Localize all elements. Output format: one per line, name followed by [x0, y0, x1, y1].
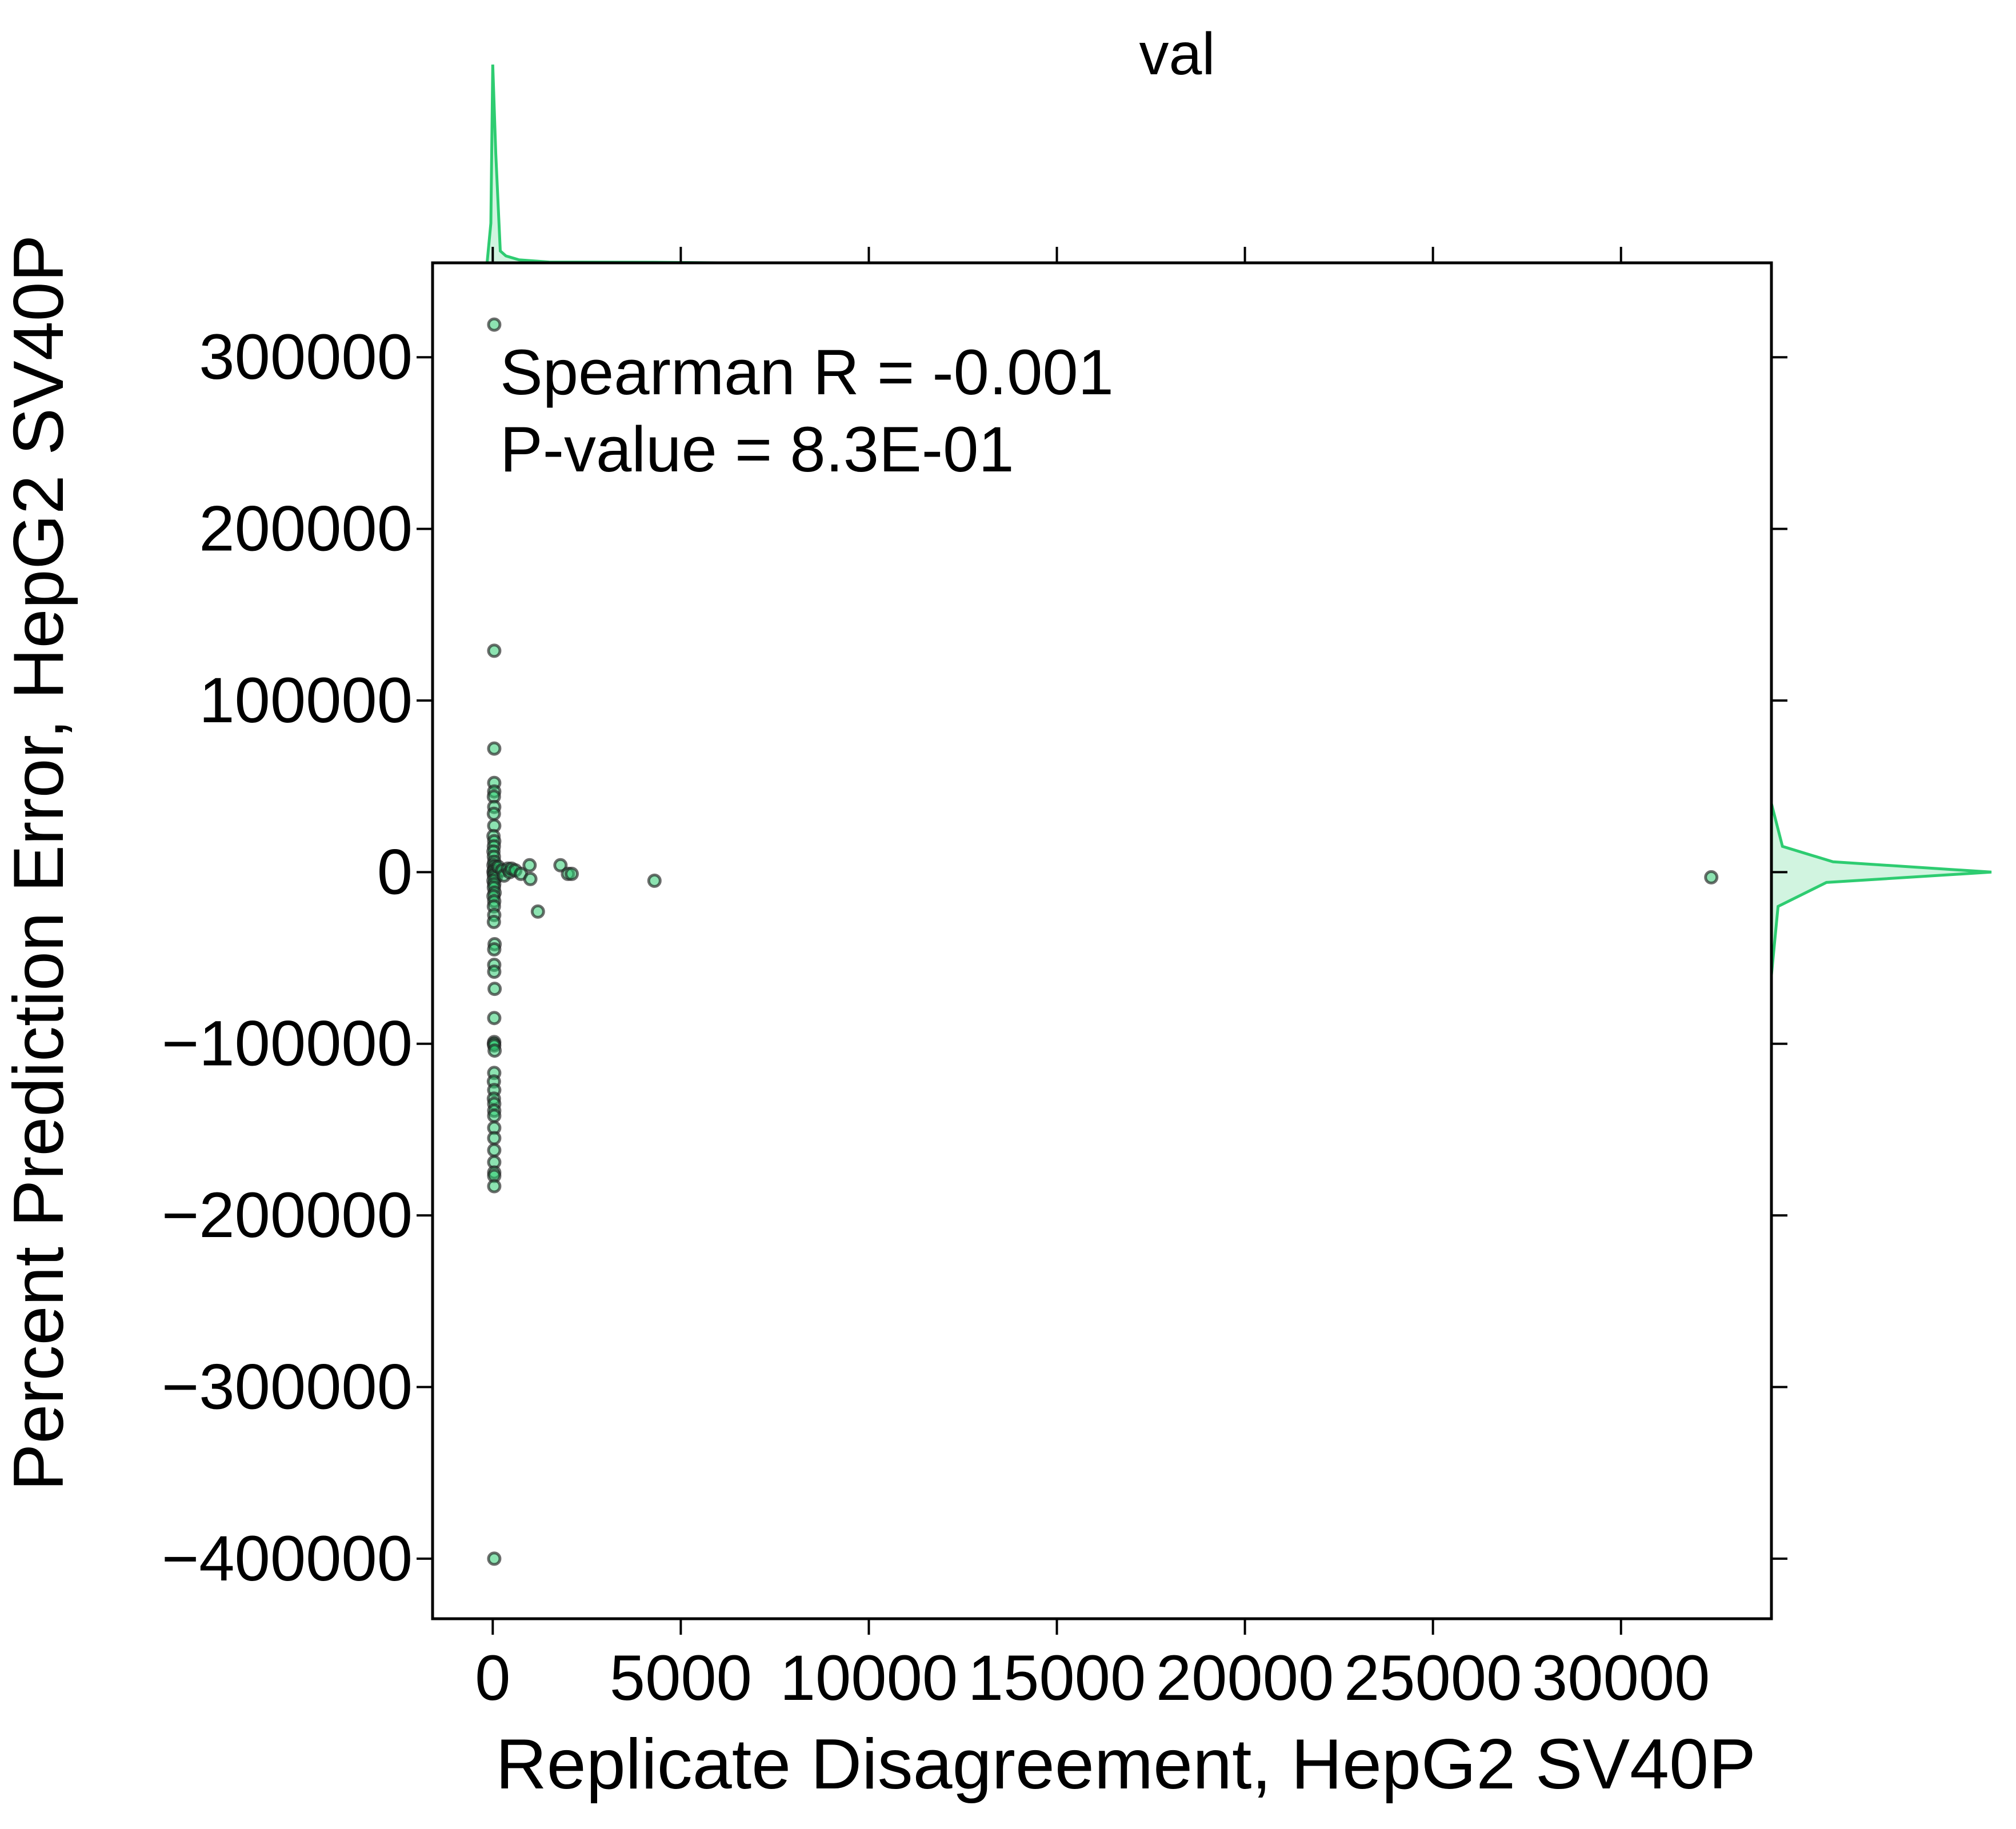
- y-tick-label: 0: [377, 836, 413, 907]
- scatter-point: [486, 806, 501, 821]
- scatter-point: [487, 1551, 502, 1566]
- top-kde-fill: [487, 65, 719, 263]
- y-axis-ticks: 300000 200000 100000 0 −100000 −200000 −300000…: [162, 321, 1787, 1594]
- right-kde-line: [1770, 803, 1992, 975]
- x-tick-label: 20000: [1156, 1642, 1334, 1714]
- y-tick-label: −200000: [162, 1179, 413, 1251]
- top-marginal-kde: [485, 64, 719, 265]
- y-tick-label: 300000: [199, 321, 413, 393]
- scatter-point: [647, 873, 662, 888]
- scatter-point: [530, 904, 545, 919]
- stats-annotation: Spearman R = -0.001: [500, 337, 1114, 408]
- y-tick-label: 200000: [199, 493, 413, 565]
- scatter-point: [553, 858, 568, 873]
- top-kde-line: [485, 64, 719, 265]
- right-marginal-kde: [1770, 803, 1992, 975]
- scatter-point: [487, 1011, 502, 1026]
- x-tick-label: 5000: [610, 1642, 752, 1714]
- scatter-point: [1704, 870, 1719, 885]
- y-axis-label: Percent Prediction Error, HepG2 SV40P: [0, 235, 78, 1491]
- scatter-point: [487, 1043, 502, 1058]
- y-tick-label: −400000: [162, 1523, 413, 1594]
- scatter-point: [487, 964, 502, 979]
- stats-annotation: P-value = 8.3E-01: [500, 414, 1014, 485]
- scatter-point: [487, 942, 502, 956]
- y-tick-label: −300000: [162, 1351, 413, 1422]
- x-tick-label: 10000: [780, 1642, 958, 1714]
- scatter-point: [523, 871, 538, 886]
- x-axis-ticks: 0 5000 10000 15000 20000 25000 30000: [475, 247, 1710, 1714]
- scatter-point: [487, 1131, 502, 1146]
- scatter-point: [487, 317, 502, 332]
- scatter-point: [522, 858, 537, 873]
- x-tick-label: 25000: [1344, 1642, 1522, 1714]
- x-tick-label: 0: [475, 1642, 510, 1714]
- scatter-points: [486, 317, 1719, 1566]
- chart-title: val: [1139, 21, 1215, 87]
- scatter-point: [565, 866, 579, 881]
- scatter-point: [487, 1143, 502, 1158]
- scatter-point: [487, 741, 502, 756]
- scatter-point: [487, 1179, 502, 1194]
- scatter-point: [487, 643, 502, 658]
- x-tick-label: 30000: [1532, 1642, 1710, 1714]
- x-axis-label: Replicate Disagreement, HepG2 SV40P: [495, 1725, 1756, 1804]
- y-tick-label: −100000: [162, 1008, 413, 1079]
- right-kde-fill: [1771, 803, 1991, 975]
- x-tick-label: 15000: [968, 1642, 1146, 1714]
- plot-area-frame: [431, 261, 1773, 1620]
- y-tick-label: 100000: [199, 665, 413, 736]
- scatter-point: [487, 1108, 502, 1123]
- scatter-point: [487, 982, 502, 996]
- scatter-point: [486, 915, 501, 929]
